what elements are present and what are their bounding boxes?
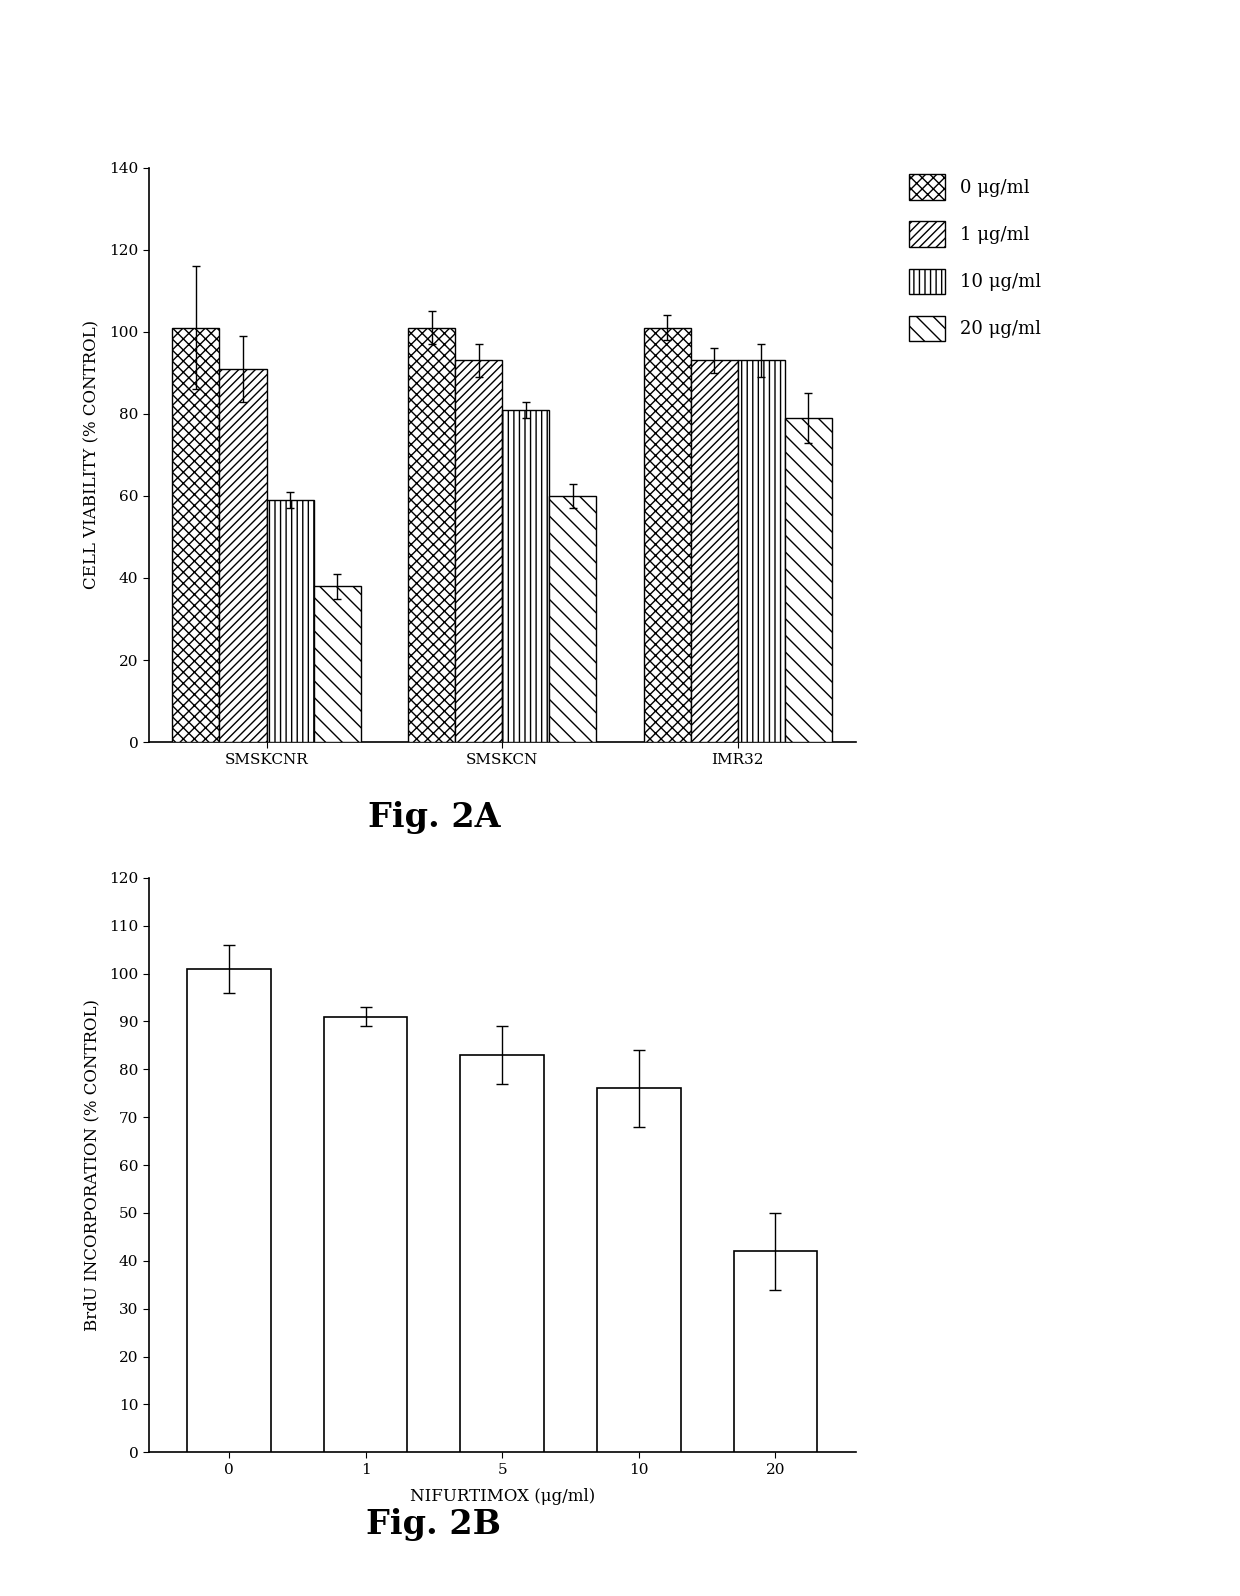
Bar <box>644 327 691 742</box>
Legend: 0 μg/ml, 1 μg/ml, 10 μg/ml, 20 μg/ml: 0 μg/ml, 1 μg/ml, 10 μg/ml, 20 μg/ml <box>900 164 1050 351</box>
Bar <box>267 500 314 742</box>
Y-axis label: CELL VIABILITY (% CONTROL): CELL VIABILITY (% CONTROL) <box>84 321 100 589</box>
Bar <box>734 1251 817 1452</box>
Bar <box>460 1055 544 1452</box>
Bar <box>187 969 270 1452</box>
Bar <box>219 369 267 742</box>
Text: Fig. 2A: Fig. 2A <box>368 801 500 835</box>
Bar <box>314 586 361 742</box>
Bar <box>738 361 785 742</box>
Bar <box>691 361 738 742</box>
Y-axis label: BrdU INCORPORATION (% CONTROL): BrdU INCORPORATION (% CONTROL) <box>84 999 100 1331</box>
Bar <box>549 496 596 742</box>
Bar <box>408 327 455 742</box>
Bar <box>172 327 219 742</box>
Text: Fig. 2B: Fig. 2B <box>367 1508 501 1542</box>
X-axis label: NIFURTIMOX (μg/ml): NIFURTIMOX (μg/ml) <box>409 1487 595 1505</box>
Bar <box>502 410 549 742</box>
Bar <box>324 1017 408 1452</box>
Bar <box>596 1088 681 1452</box>
Bar <box>785 418 832 742</box>
Bar <box>455 361 502 742</box>
